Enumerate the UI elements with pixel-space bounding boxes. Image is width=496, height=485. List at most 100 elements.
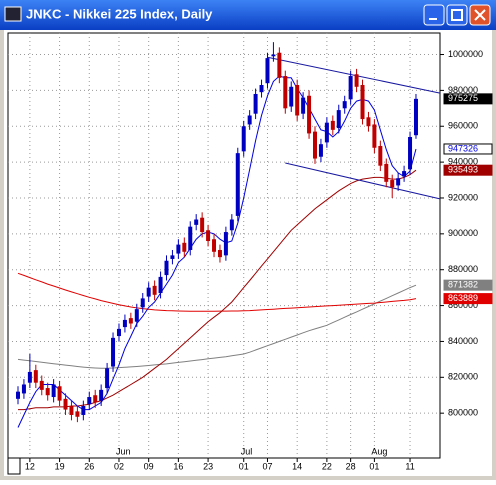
trend-line bbox=[267, 56, 441, 94]
candle-body bbox=[313, 131, 317, 159]
candle-body bbox=[134, 309, 139, 322]
price-flag-label: 863889 bbox=[448, 293, 478, 303]
y-tick-label: 960000 bbox=[448, 121, 478, 131]
moving-average bbox=[17, 284, 417, 369]
candle-body bbox=[206, 230, 211, 242]
candle-body bbox=[330, 120, 335, 130]
candle-body bbox=[176, 244, 181, 254]
minimize-button[interactable] bbox=[423, 4, 445, 26]
price-flag bbox=[443, 143, 493, 155]
candle-body bbox=[354, 74, 359, 87]
candle-body bbox=[295, 85, 300, 116]
candle-body bbox=[253, 93, 258, 114]
candle-body bbox=[111, 337, 116, 367]
candle-body bbox=[212, 239, 217, 252]
candle-body bbox=[348, 76, 353, 100]
candle-body bbox=[75, 411, 80, 417]
candle-body bbox=[39, 380, 44, 390]
month-label: Aug bbox=[371, 446, 387, 456]
candle-body bbox=[342, 101, 347, 109]
candle-body bbox=[63, 398, 68, 410]
candle-body bbox=[366, 117, 371, 127]
candle-body bbox=[16, 391, 20, 399]
month-label: Jun bbox=[116, 446, 131, 456]
candle-body bbox=[93, 395, 98, 403]
price-flag bbox=[443, 279, 493, 291]
candle-body bbox=[194, 219, 199, 225]
candle-body bbox=[336, 110, 341, 129]
title-bar bbox=[0, 0, 496, 30]
x-tick-label: 01 bbox=[239, 461, 249, 471]
x-tick-label: 02 bbox=[114, 461, 124, 471]
candle-body bbox=[259, 85, 264, 93]
price-flag-label: 975275 bbox=[448, 93, 478, 103]
x-tick-label: 07 bbox=[262, 461, 272, 471]
x-tick-label: 26 bbox=[84, 461, 94, 471]
price-flag-label: 935493 bbox=[448, 165, 478, 175]
y-tick-label: 820000 bbox=[448, 372, 478, 382]
month-label: Jul bbox=[241, 446, 253, 456]
candle-body bbox=[247, 115, 252, 125]
candle-body bbox=[402, 171, 407, 177]
candle-body bbox=[128, 318, 133, 324]
candle-body bbox=[33, 370, 38, 383]
candle-body bbox=[307, 95, 312, 134]
candle-body bbox=[140, 298, 145, 308]
price-flag bbox=[443, 93, 493, 105]
moving-average bbox=[18, 169, 417, 411]
candle-body bbox=[396, 178, 401, 186]
candle-body bbox=[408, 137, 413, 170]
candle-body bbox=[277, 52, 282, 78]
candle-body bbox=[152, 285, 157, 295]
candle-body bbox=[69, 405, 74, 415]
candle-body bbox=[170, 255, 175, 259]
candle-body bbox=[105, 368, 110, 389]
y-tick-label: 980000 bbox=[448, 85, 478, 95]
app-icon bbox=[4, 6, 22, 22]
candle-body bbox=[229, 219, 234, 231]
candle-body bbox=[87, 397, 92, 405]
candle-body bbox=[188, 226, 193, 250]
y-tick-label: 840000 bbox=[448, 336, 478, 346]
price-flag-label: 871382 bbox=[448, 280, 478, 290]
y-tick-label: 940000 bbox=[448, 156, 478, 166]
price-flag bbox=[443, 293, 493, 305]
candle-body bbox=[122, 319, 127, 328]
candle-body bbox=[99, 389, 104, 401]
x-tick-label: 11 bbox=[405, 461, 414, 471]
trend-line bbox=[285, 162, 441, 200]
candle-body bbox=[289, 86, 294, 107]
moving-average bbox=[17, 272, 417, 312]
maximize-button[interactable] bbox=[446, 4, 468, 26]
candle-body bbox=[164, 260, 169, 276]
scroll-box[interactable] bbox=[7, 457, 21, 475]
candle-body bbox=[241, 126, 246, 152]
x-tick-label: 14 bbox=[292, 461, 302, 471]
candle-body bbox=[81, 405, 86, 415]
candle-body bbox=[324, 122, 329, 143]
candle-body bbox=[200, 217, 205, 233]
candle-body bbox=[21, 384, 26, 394]
candle-body bbox=[384, 163, 389, 182]
y-tick-label: 880000 bbox=[448, 264, 478, 274]
candle-body bbox=[378, 145, 383, 166]
candle-body bbox=[57, 386, 62, 401]
candle-body bbox=[390, 180, 395, 188]
candle-body bbox=[271, 54, 276, 57]
x-tick-label: 09 bbox=[144, 461, 154, 471]
x-tick-label: 22 bbox=[322, 461, 332, 471]
y-tick-label: 920000 bbox=[448, 192, 478, 202]
price-flag-label: 947326 bbox=[448, 143, 478, 153]
candle-body bbox=[318, 144, 323, 157]
plot: 800000 820000 840000 860000 880000 900000 9200… bbox=[8, 33, 493, 471]
x-tick-label: 01 bbox=[369, 461, 379, 471]
x-tick-label: 12 bbox=[25, 461, 35, 471]
candle-body bbox=[372, 124, 377, 148]
candle-body bbox=[116, 328, 121, 337]
candle-body bbox=[45, 388, 50, 396]
candle-body bbox=[283, 76, 288, 109]
x-tick-label: 28 bbox=[346, 461, 356, 471]
candle-body bbox=[27, 371, 32, 383]
candle-body bbox=[235, 153, 240, 216]
